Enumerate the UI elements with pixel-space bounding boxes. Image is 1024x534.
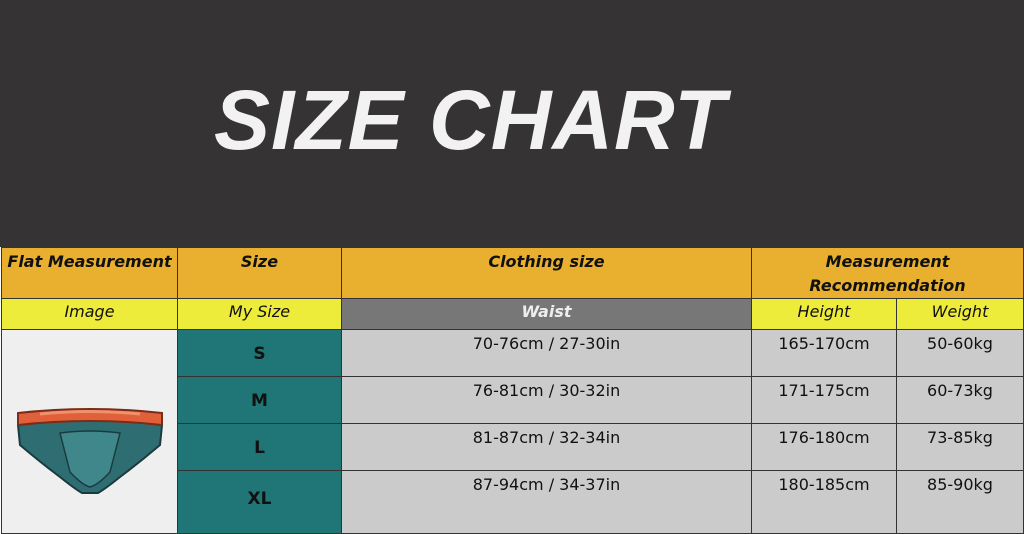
weight-cell: 85-90kg xyxy=(896,470,1024,534)
waist-cell: 70-76cm / 27-30in xyxy=(341,329,752,377)
height-cell: 165-170cm xyxy=(751,329,897,377)
subheader-height: Height xyxy=(751,298,897,330)
waist-cell: 81-87cm / 32-34in xyxy=(341,423,752,471)
waist-cell: 87-94cm / 34-37in xyxy=(341,470,752,534)
waist-cell: 76-81cm / 30-32in xyxy=(341,376,752,424)
subheader-weight: Weight xyxy=(896,298,1024,330)
size-cell: S xyxy=(177,329,342,377)
weight-cell: 73-85kg xyxy=(896,423,1024,471)
header-flat-measurement: Flat Measurement xyxy=(1,247,178,299)
table-row: L 81-87cm / 32-34in 176-180cm 73-85kg xyxy=(2,423,1024,471)
table-row: S 70-76cm / 27-30in 165-170cm 50-60kg xyxy=(1,329,1024,534)
header-row: Flat Measurement Size Clothing size Meas… xyxy=(1,247,1024,299)
header-size: Size xyxy=(177,247,342,299)
subheader-image: Image xyxy=(1,298,178,330)
weight-cell: 60-73kg xyxy=(896,376,1024,424)
size-table: Flat Measurement Size Clothing size Meas… xyxy=(1,247,1024,534)
briefs-illustration-icon xyxy=(16,407,163,494)
title-banner: SIZE CHART xyxy=(0,0,1024,247)
table-row: M 76-81cm / 30-32in 171-175cm 60-73kg xyxy=(2,376,1024,424)
weight-cell: 50-60kg xyxy=(896,329,1024,377)
header-measurement-recommendation: Measurement Recommendation xyxy=(751,247,1024,299)
subheader-row: Image My Size Waist Height Weight xyxy=(1,298,1024,330)
height-cell: 176-180cm xyxy=(751,423,897,471)
height-cell: 171-175cm xyxy=(751,376,897,424)
product-image-cell xyxy=(1,329,178,534)
height-cell: 180-185cm xyxy=(751,470,897,534)
size-cell: L xyxy=(177,423,342,471)
size-cell: XL xyxy=(177,470,342,534)
page-title: SIZE CHART xyxy=(214,73,727,167)
size-cell: M xyxy=(177,376,342,424)
subheader-my-size: My Size xyxy=(177,298,342,330)
subheader-waist: Waist xyxy=(341,298,752,330)
header-clothing-size: Clothing size xyxy=(341,247,752,299)
